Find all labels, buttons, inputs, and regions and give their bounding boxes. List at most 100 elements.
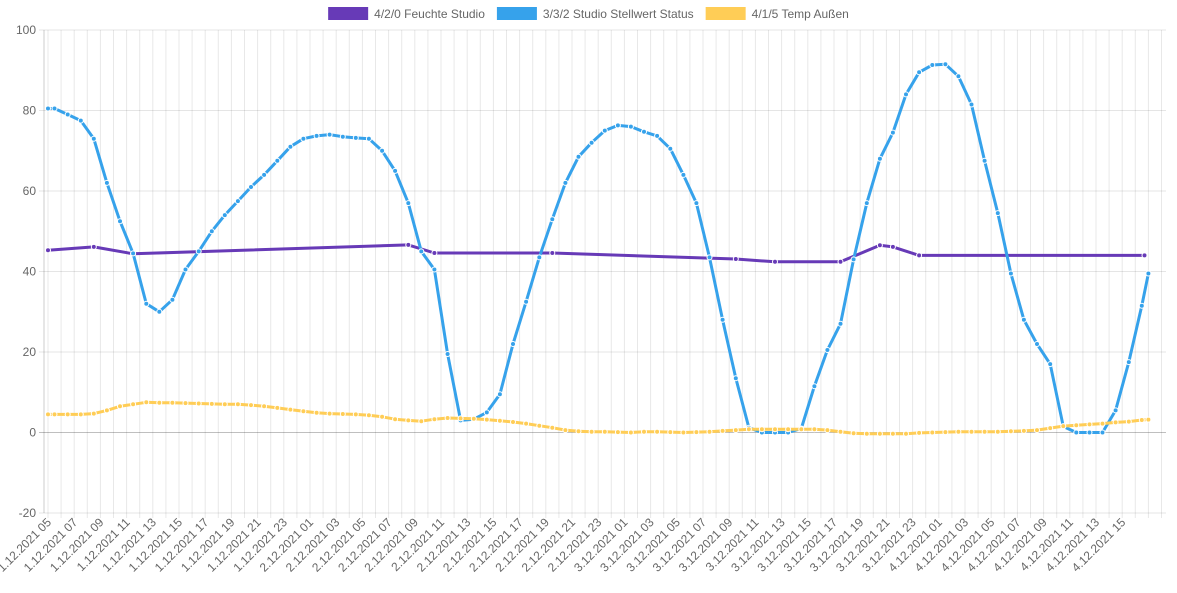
data-point[interactable] [156,308,163,315]
data-point[interactable] [313,409,320,416]
data-point[interactable] [313,132,320,139]
data-point[interactable] [1099,420,1106,427]
data-point[interactable] [981,428,988,435]
data-point[interactable] [1138,417,1145,423]
data-point[interactable] [641,128,647,135]
data-point[interactable] [1007,428,1014,435]
data-point[interactable] [837,258,844,265]
data-point[interactable] [287,143,294,150]
data-point[interactable] [627,429,634,436]
data-point[interactable] [706,428,713,435]
data-point[interactable] [876,430,883,437]
data-point[interactable] [745,426,752,433]
data-point[interactable] [536,422,543,429]
data-point[interactable] [549,216,556,223]
data-point[interactable] [103,179,110,186]
data-point[interactable] [379,147,386,154]
data-point[interactable] [405,241,412,248]
data-point[interactable] [143,300,150,307]
data-point[interactable] [693,200,700,207]
data-point[interactable] [667,429,674,436]
data-point[interactable] [261,403,268,410]
data-point[interactable] [575,428,582,435]
data-point[interactable] [994,210,1001,217]
data-point[interactable] [811,426,818,433]
legend-item[interactable]: 4/1/5 Temp Außen [705,7,849,21]
data-point[interactable] [261,171,268,178]
data-point[interactable] [667,145,674,152]
data-point[interactable] [392,167,399,174]
data-point[interactable] [431,250,438,256]
data-point[interactable] [1125,418,1132,425]
data-point[interactable] [90,243,97,250]
data-point[interactable] [496,417,503,424]
data-point[interactable] [64,411,71,418]
data-point[interactable] [627,123,634,130]
data-point[interactable] [431,416,438,423]
data-point[interactable] [195,400,202,407]
data-point[interactable] [365,135,372,142]
data-point[interactable] [51,105,58,112]
data-point[interactable] [1020,316,1027,323]
data-point[interactable] [365,412,372,419]
data-point[interactable] [326,410,333,417]
data-point[interactable] [903,430,909,437]
data-point[interactable] [889,430,896,437]
data-point[interactable] [248,402,254,409]
data-point[interactable] [287,406,294,413]
data-point[interactable] [45,247,51,254]
data-point[interactable] [221,212,228,219]
data-point[interactable] [968,428,975,435]
data-point[interactable] [968,101,975,108]
data-point[interactable] [680,171,687,178]
data-point[interactable] [588,428,595,435]
data-point[interactable] [614,429,621,436]
data-point[interactable] [352,411,359,418]
data-point[interactable] [457,415,464,422]
data-point[interactable] [1138,302,1145,309]
data-point[interactable] [889,129,896,136]
data-point[interactable] [274,157,281,164]
data-point[interactable] [1145,416,1152,423]
data-point[interactable] [90,410,97,417]
data-point[interactable] [562,179,569,186]
data-point[interactable] [1086,421,1093,428]
data-point[interactable] [130,401,137,408]
data-point[interactable] [562,427,569,434]
data-point[interactable] [1020,427,1027,434]
data-point[interactable] [483,416,490,423]
data-point[interactable] [719,427,726,434]
data-point[interactable] [955,428,962,435]
data-point[interactable] [470,415,477,422]
data-point[interactable] [523,420,530,427]
data-point[interactable] [339,411,346,417]
data-point[interactable] [850,430,857,437]
data-point[interactable] [208,228,215,235]
data-point[interactable] [772,258,778,265]
data-point[interactable] [824,347,831,353]
data-point[interactable] [837,428,844,435]
data-point[interactable] [1034,341,1040,347]
data-point[interactable] [929,429,936,436]
data-point[interactable] [117,218,123,225]
data-point[interactable] [234,198,241,205]
data-point[interactable] [221,401,228,408]
data-point[interactable] [182,266,189,273]
data-point[interactable] [248,184,254,190]
data-point[interactable] [680,429,687,436]
legend-item[interactable]: 4/2/0 Feuchte Studio [328,7,485,21]
data-point[interactable] [1141,252,1148,259]
data-point[interactable] [981,157,988,164]
data-point[interactable] [719,316,726,323]
data-point[interactable] [903,91,909,98]
data-point[interactable] [352,134,359,141]
data-point[interactable] [1112,419,1119,426]
data-point[interactable] [431,266,438,273]
data-point[interactable] [1112,407,1119,414]
data-point[interactable] [496,391,503,398]
data-point[interactable] [169,296,176,303]
data-point[interactable] [863,430,870,437]
data-point[interactable] [103,407,110,414]
data-point[interactable] [45,411,51,418]
data-point[interactable] [1007,270,1014,277]
